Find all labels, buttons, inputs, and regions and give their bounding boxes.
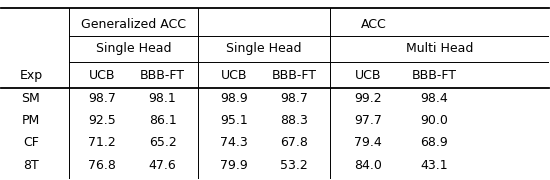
Text: Exp: Exp [19,69,42,82]
Text: Single Head: Single Head [96,42,172,55]
Text: BBB-FT: BBB-FT [411,69,456,82]
Text: 99.2: 99.2 [354,93,382,105]
Text: Generalized ACC: Generalized ACC [81,18,186,31]
Text: 71.2: 71.2 [89,136,116,149]
Text: 84.0: 84.0 [354,159,382,172]
Text: 74.3: 74.3 [220,136,248,149]
Text: 68.9: 68.9 [420,136,448,149]
Text: 47.6: 47.6 [148,159,177,172]
Text: ACC: ACC [361,18,387,31]
Text: 76.8: 76.8 [88,159,116,172]
Text: 53.2: 53.2 [280,159,308,172]
Text: 92.5: 92.5 [89,114,116,127]
Text: UCB: UCB [89,69,116,82]
Text: 79.9: 79.9 [220,159,248,172]
Text: SM: SM [21,93,40,105]
Text: UCB: UCB [221,69,247,82]
Text: 67.8: 67.8 [280,136,308,149]
Text: 90.0: 90.0 [420,114,448,127]
Text: 98.9: 98.9 [220,93,248,105]
Text: 98.7: 98.7 [88,93,116,105]
Text: 88.3: 88.3 [280,114,308,127]
Text: 43.1: 43.1 [420,159,448,172]
Text: 98.4: 98.4 [420,93,448,105]
Text: CF: CF [23,136,39,149]
Text: 65.2: 65.2 [148,136,177,149]
Text: BBB-FT: BBB-FT [272,69,317,82]
Text: UCB: UCB [355,69,382,82]
Text: BBB-FT: BBB-FT [140,69,185,82]
Text: 95.1: 95.1 [220,114,248,127]
Text: 86.1: 86.1 [148,114,177,127]
Text: Multi Head: Multi Head [406,42,473,55]
Text: 79.4: 79.4 [354,136,382,149]
Text: 97.7: 97.7 [354,114,382,127]
Text: Single Head: Single Head [226,42,302,55]
Text: 8T: 8T [23,159,38,172]
Text: 98.1: 98.1 [148,93,177,105]
Text: PM: PM [22,114,40,127]
Text: 98.7: 98.7 [280,93,308,105]
